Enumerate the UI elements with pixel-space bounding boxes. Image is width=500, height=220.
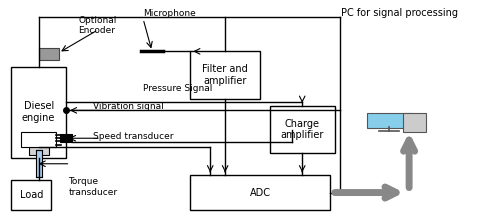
Bar	[36, 150, 42, 177]
Text: Vibration signal: Vibration signal	[94, 102, 164, 111]
FancyBboxPatch shape	[402, 113, 425, 132]
Text: Microphone: Microphone	[143, 9, 196, 18]
Text: Optional
Encoder: Optional Encoder	[78, 16, 117, 35]
FancyBboxPatch shape	[367, 113, 412, 128]
FancyBboxPatch shape	[12, 180, 51, 210]
Text: PC for signal processing: PC for signal processing	[340, 8, 458, 18]
FancyBboxPatch shape	[190, 175, 330, 210]
Text: Torque
transducer: Torque transducer	[68, 177, 117, 197]
Text: Load: Load	[20, 190, 43, 200]
Text: Speed transducer: Speed transducer	[94, 132, 174, 141]
Text: ADC: ADC	[250, 187, 270, 198]
Bar	[38, 48, 58, 60]
Text: Pressure Signal: Pressure Signal	[143, 84, 212, 93]
Text: Charge
amplifier: Charge amplifier	[280, 119, 324, 140]
Bar	[60, 134, 72, 142]
Text: Diesel
engine: Diesel engine	[22, 101, 56, 123]
FancyBboxPatch shape	[12, 67, 66, 158]
Bar	[28, 147, 48, 154]
FancyBboxPatch shape	[270, 106, 334, 153]
FancyBboxPatch shape	[190, 51, 260, 99]
Text: Filter and
amplifier: Filter and amplifier	[202, 64, 248, 86]
FancyBboxPatch shape	[22, 132, 56, 147]
